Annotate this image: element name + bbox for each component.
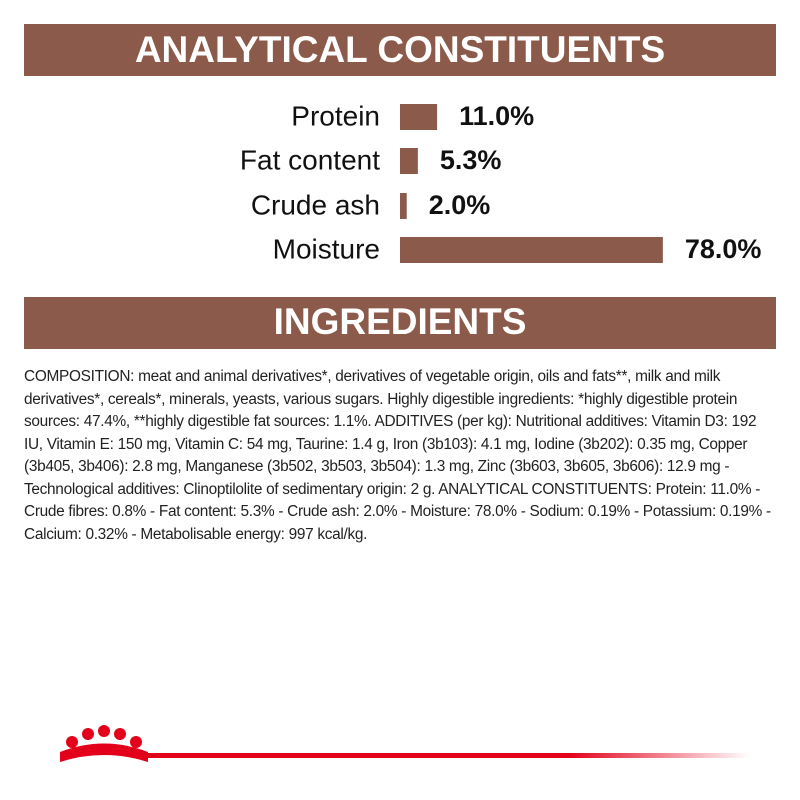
section-title: INGREDIENTS	[274, 301, 527, 342]
chart-title: ANALYTICAL CONSTITUENTS	[135, 29, 665, 70]
value-label: 78.0%	[685, 234, 762, 264]
header-band	[24, 297, 776, 349]
logo-crown	[60, 725, 148, 762]
category-label: Crude ash	[251, 189, 380, 220]
brand-line	[145, 753, 750, 758]
bar	[400, 193, 407, 219]
ingredients-text: COMPOSITION: meat and animal derivatives…	[24, 368, 771, 543]
bar	[400, 104, 438, 130]
header-band	[24, 24, 776, 76]
value-label: 2.0%	[429, 190, 491, 220]
value-label: 11.0%	[459, 101, 534, 131]
category-label: Protein	[291, 100, 380, 131]
category-label: Fat content	[240, 144, 380, 175]
value-label: 5.3%	[440, 145, 502, 175]
bar	[400, 148, 418, 174]
bar	[400, 237, 663, 263]
category-label: Moisture	[273, 233, 380, 264]
